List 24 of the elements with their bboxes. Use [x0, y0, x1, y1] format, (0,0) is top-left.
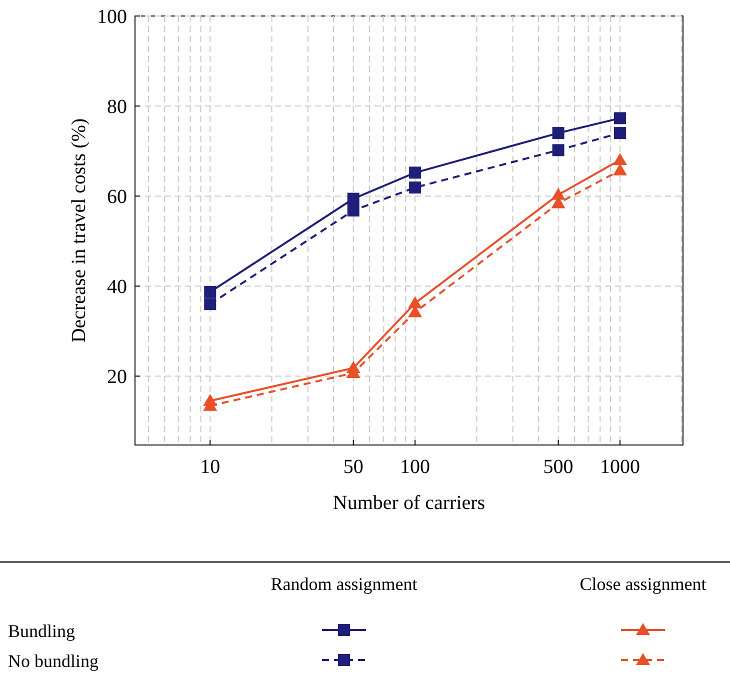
text: Close assignment: [580, 574, 706, 594]
y-tick-label: 80: [107, 96, 127, 118]
y-axis-title: Decrease in travel costs (%): [68, 118, 90, 343]
y-tick-label: 20: [107, 366, 127, 388]
point: [204, 298, 216, 310]
point: [612, 153, 627, 166]
text: No bundling: [8, 651, 99, 671]
x-tick-label: 10: [200, 456, 220, 478]
y-tick-label: 40: [107, 276, 127, 298]
x-tick-label: 50: [343, 456, 364, 478]
x-tick-label: 1000: [600, 456, 640, 478]
text: Bundling: [8, 621, 76, 641]
point: [612, 163, 627, 176]
point: [614, 127, 626, 140]
point: [409, 182, 422, 194]
text: Random assignment: [270, 574, 418, 594]
x-axis-title: Number of carriers: [332, 492, 486, 514]
x-tick-label: 100: [400, 456, 430, 478]
point: [204, 286, 216, 298]
point: [614, 112, 626, 124]
y-tick-label: 100: [97, 6, 127, 28]
x-tick-label: 500: [543, 456, 574, 478]
y-tick-label: 60: [107, 186, 127, 208]
point: [409, 166, 422, 179]
